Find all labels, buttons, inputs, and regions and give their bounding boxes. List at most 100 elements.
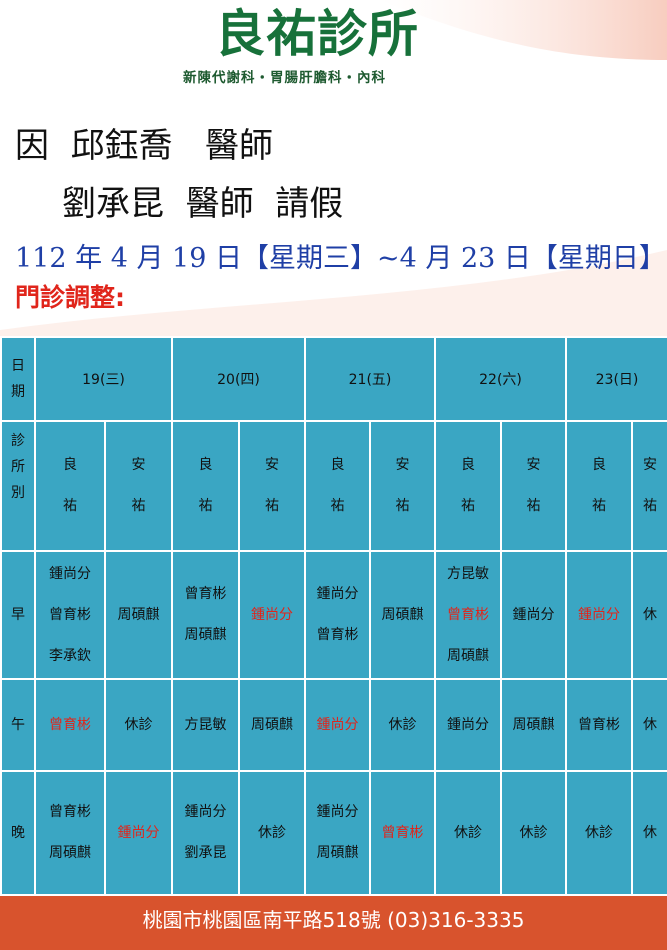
afternoon-label: 午 xyxy=(0,678,36,772)
schedule-cell: 鍾尚分 周碩麒 xyxy=(304,770,371,896)
doctor-name: 曾育彬 xyxy=(316,627,359,643)
doctor-name: 休 xyxy=(643,824,657,841)
clinic-an-cell: 安祐 xyxy=(104,420,173,552)
doctor-name: 周碩麒 xyxy=(251,716,293,733)
doctor-name: 休診 xyxy=(258,824,286,841)
doctor-name: 休診 xyxy=(454,824,482,841)
doctor-name: 鍾尚分 xyxy=(316,716,359,733)
schedule-cell: 曾育彬 周碩麒 xyxy=(171,550,240,680)
clinic-liang-cell: 良祐 xyxy=(565,420,633,552)
schedule-cell: 休診 xyxy=(565,770,633,896)
doctor-name: 曾育彬 xyxy=(49,716,91,733)
schedule-cell: 周碩麒 xyxy=(104,550,173,680)
schedule-cell: 休 xyxy=(631,678,667,772)
doctor-name: 鍾尚分 xyxy=(578,606,620,623)
schedule-cell: 鍾尚分 xyxy=(104,770,173,896)
clinic-tagline: 新陳代謝科・胃腸肝膽科・內科 xyxy=(183,70,386,86)
morning-row: 早 鍾尚分 曾育彬 李承欽 周碩麒 曾育彬 周碩麒 鍾尚分 鍾尚分 曾育彬 周碩麒 方昆… xyxy=(0,550,667,680)
notice-adjust-label: 門診調整: xyxy=(15,283,125,312)
day-header: 20(四) xyxy=(171,336,306,422)
doctor-name: 周碩麒 xyxy=(447,647,489,664)
schedule-cell: 曾育彬 周碩麒 xyxy=(34,770,106,896)
doctor-name: 鍾尚分 xyxy=(316,586,359,602)
doctor-name: 鍾尚分 xyxy=(117,824,160,841)
doctor-name: 曾育彬 xyxy=(578,716,620,733)
schedule-cell: 鍾尚分 xyxy=(238,550,306,680)
background-swoosh xyxy=(0,0,667,340)
clinic-liang-cell: 良祐 xyxy=(171,420,240,552)
date-row-label: 日期 xyxy=(0,336,36,422)
schedule-table: 日期 19(三) 20(四) 21(五) 22(六) 23(日) 診所別 良祐 … xyxy=(0,336,667,896)
schedule-cell: 休診 xyxy=(434,770,502,896)
doctor-name: 劉承昆 xyxy=(184,845,227,861)
notice-line-1: 因 邱鈺喬 醫師 xyxy=(15,126,274,166)
doctor-name: 休診 xyxy=(519,824,548,841)
schedule-cell: 休診 xyxy=(238,770,306,896)
clinic-liang-cell: 良祐 xyxy=(434,420,502,552)
clinic-an-cell: 安祐 xyxy=(369,420,436,552)
doctor-name: 周碩麒 xyxy=(381,606,424,623)
schedule-cell: 曾育彬 xyxy=(369,770,436,896)
schedule-cell: 休診 xyxy=(104,678,173,772)
schedule-cell: 曾育彬 xyxy=(565,678,633,772)
schedule-cell: 休 xyxy=(631,770,667,896)
day-header: 22(六) xyxy=(434,336,567,422)
day-header: 19(三) xyxy=(34,336,173,422)
schedule-cell: 鍾尚分 曾育彬 xyxy=(304,550,371,680)
doctor-name: 鍾尚分 xyxy=(251,606,293,623)
doctor-name: 方昆敏 xyxy=(184,716,227,733)
evening-row: 晚 曾育彬 周碩麒 鍾尚分 鍾尚分 劉承昆 休診 鍾尚分 周碩麒 曾育彬 休診 休診 … xyxy=(0,770,667,896)
doctor-name: 曾育彬 xyxy=(49,606,91,623)
schedule-cell: 鍾尚分 xyxy=(434,678,502,772)
doctor-name: 鍾尚分 xyxy=(184,804,227,820)
schedule-cell: 方昆敏 xyxy=(171,678,240,772)
day-header: 23(日) xyxy=(565,336,667,422)
doctor-name: 鍾尚分 xyxy=(447,716,489,733)
morning-label: 早 xyxy=(0,550,36,680)
schedule-cell: 鍾尚分 xyxy=(304,678,371,772)
clinic-liang-cell: 良祐 xyxy=(34,420,106,552)
schedule-cell: 周碩麒 xyxy=(500,678,567,772)
doctor-name: 曾育彬 xyxy=(447,606,489,623)
doctor-name: 周碩麒 xyxy=(117,606,160,623)
schedule-cell: 鍾尚分 xyxy=(565,550,633,680)
schedule-cell: 方昆敏 曾育彬 周碩麒 xyxy=(434,550,502,680)
day-header: 21(五) xyxy=(304,336,436,422)
doctor-name: 曾育彬 xyxy=(49,804,91,820)
doctor-name: 休 xyxy=(643,716,657,733)
doctor-name: 周碩麒 xyxy=(316,845,359,861)
doctor-name: 休診 xyxy=(585,824,613,841)
doctor-name: 休 xyxy=(643,606,657,623)
date-row: 日期 19(三) 20(四) 21(五) 22(六) 23(日) xyxy=(0,336,667,422)
doctor-name: 曾育彬 xyxy=(381,824,424,841)
doctor-name: 周碩麒 xyxy=(512,716,555,733)
footer-address: 桃園市桃園區南平路518號 (03)316-3335 xyxy=(0,896,667,950)
doctor-name: 曾育彬 xyxy=(184,586,227,602)
clinic-an-cell: 安祐 xyxy=(500,420,567,552)
schedule-cell: 休診 xyxy=(369,678,436,772)
schedule-cell: 休診 xyxy=(500,770,567,896)
schedule-cell: 曾育彬 xyxy=(34,678,106,772)
doctor-name: 周碩麒 xyxy=(49,845,91,861)
clinic-an-cell: 安祐 xyxy=(631,420,667,552)
doctor-name: 周碩麒 xyxy=(184,627,227,643)
clinic-row: 診所別 良祐 安祐 良祐 安祐 良祐 安祐 良祐 安祐 良祐 安祐 xyxy=(0,420,667,552)
schedule-cell: 周碩麒 xyxy=(238,678,306,772)
clinic-liang-cell: 良祐 xyxy=(304,420,371,552)
doctor-name: 鍾尚分 xyxy=(316,804,359,820)
schedule-cell: 休 xyxy=(631,550,667,680)
schedule-cell: 周碩麒 xyxy=(369,550,436,680)
clinic-logo: 良祐診所 xyxy=(215,4,419,63)
notice-date-range: 112 年 4 月 19 日【星期三】~4 月 23 日【星期日】 xyxy=(15,243,666,274)
clinic-an-cell: 安祐 xyxy=(238,420,306,552)
afternoon-row: 午 曾育彬 休診 方昆敏 周碩麒 鍾尚分 休診 鍾尚分 周碩麒 曾育彬 休 xyxy=(0,678,667,772)
doctor-name: 方昆敏 xyxy=(447,565,489,582)
doctor-name: 休診 xyxy=(124,716,153,733)
doctor-name: 鍾尚分 xyxy=(512,606,555,623)
doctor-name: 李承欽 xyxy=(49,647,91,664)
schedule-cell: 鍾尚分 xyxy=(500,550,567,680)
doctor-name: 鍾尚分 xyxy=(49,565,91,582)
doctor-name: 休診 xyxy=(388,716,417,733)
clinic-row-label: 診所別 xyxy=(0,420,36,552)
schedule-cell: 鍾尚分 劉承昆 xyxy=(171,770,240,896)
